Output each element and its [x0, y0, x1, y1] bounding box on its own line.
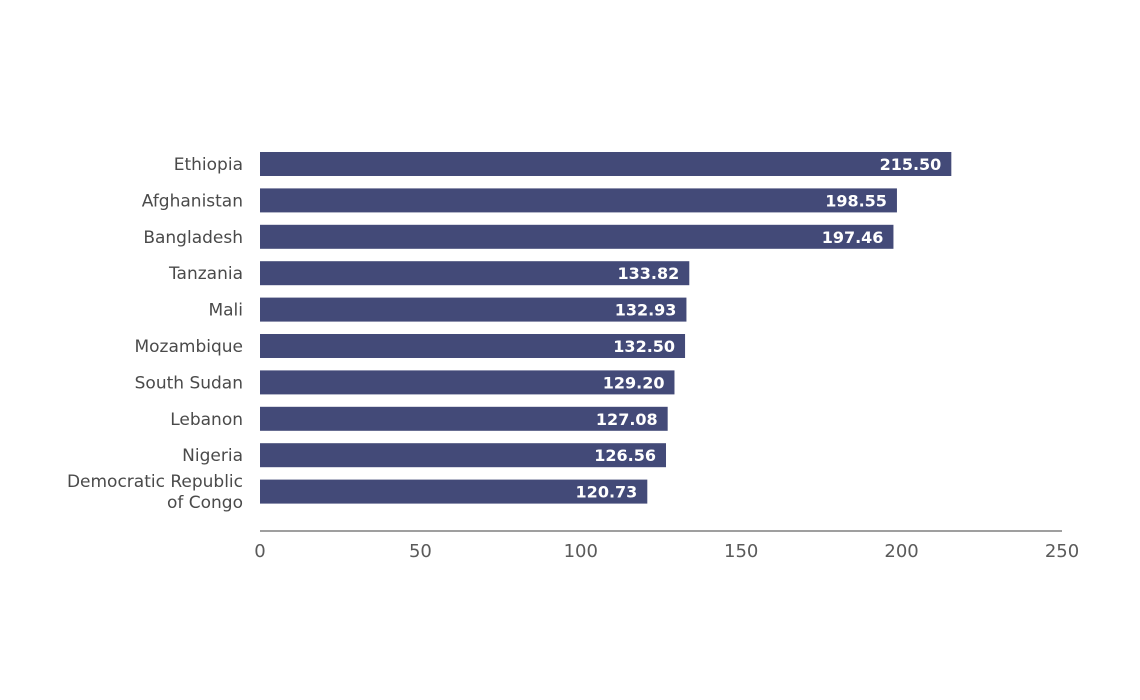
category-label: Mozambique	[134, 337, 243, 357]
bar	[260, 261, 690, 286]
category-label: Tanzania	[168, 264, 243, 284]
x-tick-label: 150	[724, 541, 758, 562]
bar-value-label: 215.50	[880, 155, 942, 174]
bar-value-label: 133.82	[618, 264, 680, 283]
bar	[260, 224, 894, 249]
bar-value-label: 127.08	[596, 410, 658, 429]
category-label: Ethiopia	[174, 155, 243, 175]
bar	[260, 406, 668, 431]
category-label: Democratic Republic of Congo	[67, 472, 243, 513]
bar-value-label: 126.56	[594, 446, 656, 465]
category-label: Lebanon	[170, 410, 243, 430]
bar	[260, 370, 675, 395]
bar	[260, 152, 952, 176]
x-tick-label: 0	[254, 541, 265, 562]
bar	[260, 334, 686, 358]
bar-value-label: 120.73	[576, 483, 638, 502]
bar-value-label: 132.50	[613, 337, 675, 356]
bar-value-label: 132.93	[615, 301, 677, 320]
category-label: Afghanistan	[142, 191, 243, 211]
category-label: South Sudan	[135, 373, 243, 393]
bar	[260, 479, 648, 504]
bar	[260, 188, 897, 213]
x-tick-label: 200	[884, 541, 918, 562]
category-label: Mali	[208, 301, 243, 321]
bar	[260, 443, 667, 468]
bar	[260, 297, 687, 322]
category-label: Bangladesh	[143, 228, 243, 248]
bar-value-label: 129.20	[603, 373, 665, 392]
bar-value-label: 197.46	[822, 228, 884, 247]
x-tick-label: 50	[409, 541, 432, 562]
x-tick-label: 100	[564, 541, 598, 562]
bar-value-label: 198.55	[825, 191, 887, 210]
category-label: Nigeria	[182, 446, 243, 466]
x-tick-label: 250	[1045, 541, 1079, 562]
